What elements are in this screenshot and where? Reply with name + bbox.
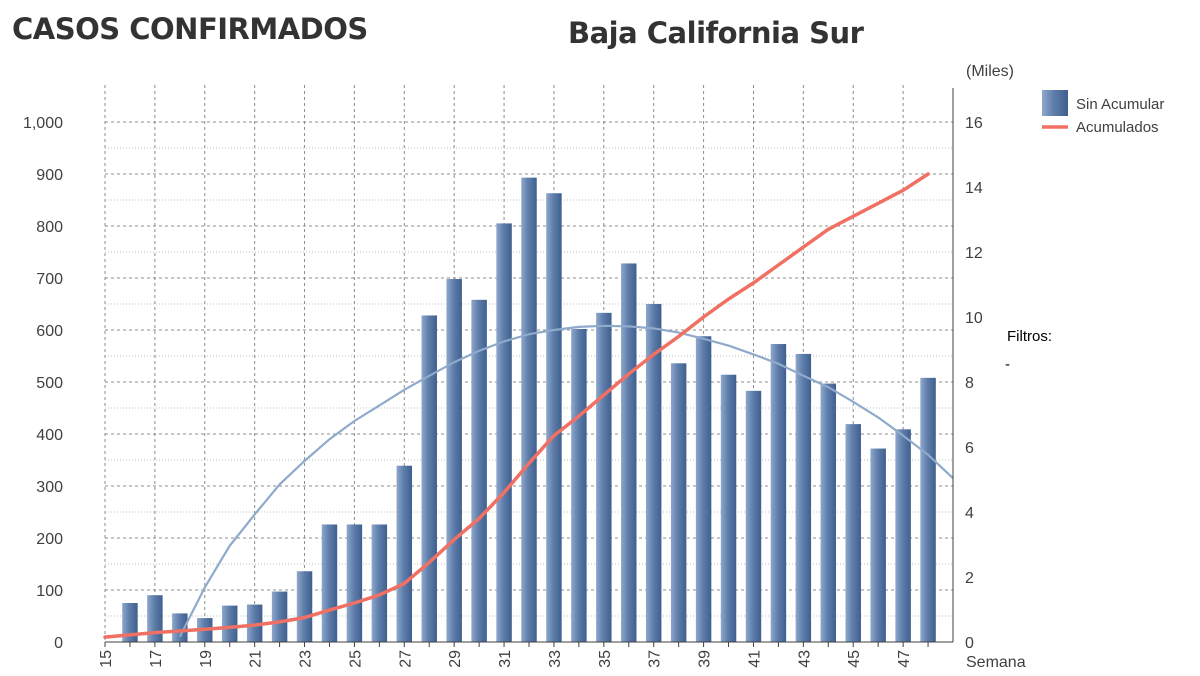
bar (122, 603, 138, 642)
bar (845, 424, 861, 642)
legend: Sin Acumular Acumulados (1042, 90, 1164, 136)
x-tick-label: 23 (298, 650, 315, 668)
x-tick-label: 43 (796, 650, 813, 668)
y2-tick-label: 16 (965, 115, 983, 132)
y2-tick-label: 0 (965, 635, 974, 652)
x-tick-label: 25 (347, 650, 364, 668)
bar (770, 344, 787, 642)
bar (670, 363, 687, 642)
bar (371, 524, 388, 642)
y2-tick-label: 2 (965, 570, 974, 587)
bar (446, 279, 462, 642)
x-tick-label: 41 (746, 650, 763, 668)
x-tick-label: 29 (447, 650, 464, 668)
y-tick-label: 400 (36, 427, 63, 444)
page-title: CASOS CONFIRMADOS (12, 12, 368, 46)
bar (720, 374, 737, 642)
bar (172, 613, 188, 642)
bar (546, 193, 562, 643)
bar (521, 177, 537, 642)
y-tick-label: 0 (54, 635, 63, 652)
x-tick-label: 45 (846, 650, 863, 668)
bar (820, 383, 837, 642)
x-axis-title: Semana (966, 654, 1026, 671)
bar (745, 390, 762, 642)
bar (147, 595, 163, 642)
bar (645, 304, 662, 642)
legend-swatch-bar (1042, 90, 1068, 116)
x-tick-label: 15 (98, 650, 115, 668)
bar (471, 299, 487, 642)
filters-label: Filtros: (1007, 328, 1052, 345)
bar (246, 604, 263, 642)
x-tick-label: 39 (697, 650, 714, 668)
y2-tick-label: 12 (965, 245, 983, 262)
bar-series (122, 177, 936, 643)
bar (695, 336, 712, 642)
x-tick-label: 17 (148, 650, 165, 668)
legend-label-line: Acumulados (1076, 119, 1159, 136)
bar (396, 465, 413, 642)
trend-line (178, 324, 954, 638)
bar (596, 312, 612, 642)
filters-value: - (1005, 356, 1010, 373)
bar (895, 429, 911, 642)
y-tick-label: 100 (36, 583, 63, 600)
y-tick-label: 200 (36, 531, 63, 548)
x-tick-label: 21 (248, 650, 265, 668)
y-tick-label: 1,000 (23, 115, 63, 132)
bar (496, 223, 512, 642)
y-tick-label: 800 (36, 219, 63, 236)
bar (870, 448, 886, 642)
bar (621, 263, 637, 642)
chart-title: Baja California Sur (568, 16, 864, 50)
x-tick-label: 33 (547, 650, 564, 668)
bar (271, 591, 288, 642)
bar (571, 328, 587, 642)
y-tick-label: 500 (36, 375, 63, 392)
line-series (103, 172, 954, 639)
y2-axis-unit: (Miles) (966, 63, 1014, 80)
y2-tick-label: 10 (965, 310, 983, 327)
bar (321, 524, 338, 642)
x-tick-label: 19 (198, 650, 215, 668)
bar (795, 353, 812, 642)
axes: 0 100 200 300 400 500 600 700 800 900 1,000 0 2 4 6 8 10… (23, 63, 1026, 671)
bar (346, 524, 363, 642)
y-tick-label: 300 (36, 479, 63, 496)
y-tick-label: 900 (36, 167, 63, 184)
bar (221, 605, 238, 642)
x-tick-label: 47 (896, 650, 913, 668)
y2-tick-label: 4 (965, 505, 974, 522)
y2-tick-label: 8 (965, 375, 974, 392)
x-tick-label: 31 (497, 650, 514, 668)
x-tick-label: 37 (647, 650, 664, 668)
bar (920, 377, 936, 642)
y-tick-label: 600 (36, 323, 63, 340)
bar (421, 315, 437, 642)
legend-label-bar: Sin Acumular (1076, 96, 1164, 113)
y-tick-label: 700 (36, 271, 63, 288)
cumulative-line (103, 172, 930, 639)
x-tick-label: 27 (397, 650, 414, 668)
x-tick-label: 35 (597, 650, 614, 668)
y2-tick-label: 6 (965, 440, 974, 457)
bar (296, 571, 313, 642)
y2-tick-label: 14 (965, 180, 983, 197)
